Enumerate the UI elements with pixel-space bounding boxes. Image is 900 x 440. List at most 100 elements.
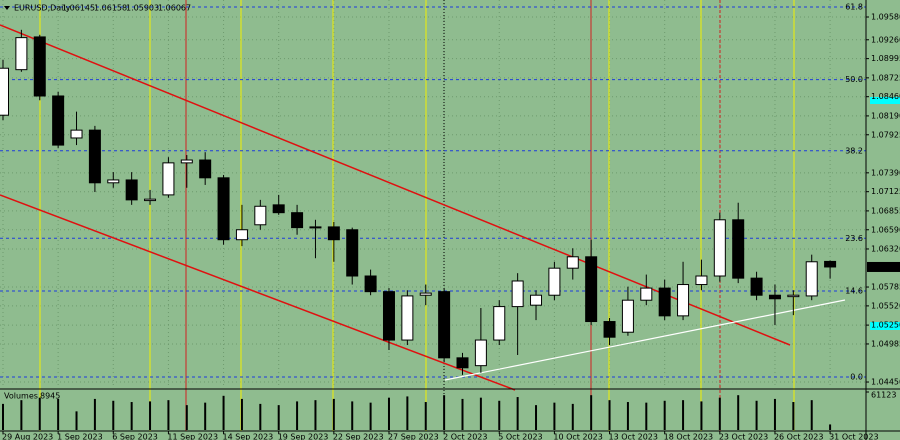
y-tick-label: 1.06320 [871, 244, 900, 253]
candle-body [401, 295, 414, 341]
chart-title: EURUSD,Daily [14, 4, 71, 13]
y-tick-label: 1.09260 [871, 35, 900, 44]
volume-tick-label: 61123 [871, 391, 896, 400]
candle-body [327, 226, 340, 241]
candle-body [254, 205, 267, 226]
current-price-label: 1.06067 [869, 262, 900, 271]
y-tick-label: 1.08725 [871, 73, 900, 82]
candle-body [640, 287, 653, 301]
candle-body [15, 37, 28, 71]
x-tick-label: 23 Oct 2023 [719, 433, 768, 440]
ohlc-low: 1.05903 [126, 4, 159, 13]
candle-body [787, 294, 800, 298]
y-tick-label: 1.05520 [871, 301, 900, 310]
ohlc-open: 1.06145 [62, 4, 95, 13]
y-tick-label: 1.07390 [871, 168, 900, 177]
candle-body [474, 339, 487, 367]
x-tick-label: 26 Oct 2023 [774, 433, 823, 440]
candle-body [180, 159, 193, 164]
candle-body [33, 36, 46, 97]
candle-body [217, 177, 230, 241]
y-tick-label: 1.06855 [871, 206, 900, 215]
x-tick-label: 5 Oct 2023 [498, 433, 542, 440]
x-tick-label: 14 Sep 2023 [223, 433, 274, 440]
x-tick-label: 1 Sep 2023 [57, 433, 103, 440]
y-tick-label: 1.04450 [871, 378, 900, 387]
x-tick-label: 27 Sep 2023 [388, 433, 439, 440]
ohlc-high: 1.06158 [94, 4, 127, 13]
candle-body [125, 179, 138, 201]
candle-body [805, 261, 818, 297]
candle-body [364, 275, 377, 293]
candle-body [530, 294, 543, 306]
fib-label: 14.6 [845, 286, 863, 295]
candle-body [144, 198, 157, 202]
y-tick-label: 1.06590 [871, 225, 900, 234]
candle-body [456, 357, 469, 369]
x-tick-label: 11 Sep 2023 [167, 433, 218, 440]
candle-body [677, 284, 690, 317]
candle-body [419, 292, 432, 296]
y-tick-label: 1.08460 [871, 92, 900, 101]
x-tick-label: 31 Oct 2023 [829, 433, 878, 440]
candle-body [235, 229, 248, 241]
candle-body [511, 280, 524, 308]
trend-channel-upper [0, 24, 791, 346]
x-tick-label: 29 Aug 2023 [2, 433, 53, 440]
price-marker [870, 322, 900, 330]
y-tick-label: 1.08995 [871, 54, 900, 63]
fib-label: 38.2 [845, 146, 863, 155]
x-tick-label: 6 Sep 2023 [112, 433, 158, 440]
candle-body [438, 291, 451, 359]
candle-body [0, 67, 9, 116]
y-tick-label: 1.05250 [871, 321, 900, 330]
y-tick-label: 1.05785 [871, 283, 900, 292]
candle-body [162, 162, 175, 196]
y-tick-label: 1.09580 [871, 13, 900, 22]
candle-body [88, 129, 101, 184]
candle-body [107, 179, 120, 184]
candle-body [658, 287, 671, 317]
candle-body [566, 256, 579, 269]
fib-label: 0.0 [850, 373, 863, 382]
candle-body [291, 212, 304, 229]
price-marker [870, 97, 900, 104]
candle-body [713, 219, 726, 277]
candle-body [695, 275, 708, 286]
x-tick-label: 22 Sep 2023 [333, 433, 384, 440]
x-tick-label: 18 Oct 2023 [664, 433, 713, 440]
volume-current: 8945 [40, 392, 60, 401]
current-price-box [867, 261, 900, 272]
menu-arrow [4, 6, 10, 10]
candle-body [272, 204, 285, 214]
x-tick-label: 2 Oct 2023 [443, 433, 487, 440]
y-tick-label: 1.04985 [871, 339, 900, 348]
fib-label: 50.0 [845, 75, 863, 84]
fib-label: 23.6 [845, 234, 863, 243]
candle-body [621, 299, 634, 333]
candle-body [732, 219, 745, 279]
y-tick-label: 1.07925 [871, 130, 900, 139]
candle-body [493, 306, 506, 341]
x-tick-label: 10 Oct 2023 [553, 433, 602, 440]
ohlc-close: 1.06067 [158, 4, 191, 13]
candle-body [603, 321, 616, 338]
trend-channel-lower [0, 194, 516, 391]
candle-body [768, 294, 781, 300]
candle-body [52, 95, 65, 146]
support-line [444, 299, 846, 381]
y-tick-label: 1.08190 [871, 111, 900, 120]
fib-label: 61.8 [845, 3, 863, 12]
x-tick-label: 13 Oct 2023 [609, 433, 658, 440]
volume-title: Volumes [4, 392, 38, 401]
candle-body [346, 229, 359, 277]
candle-body [199, 159, 212, 179]
candle-body [750, 277, 763, 296]
candle-body [382, 291, 395, 341]
candle-body [309, 226, 322, 229]
y-tick-label: 1.07125 [871, 187, 900, 196]
candle-body [548, 267, 561, 296]
